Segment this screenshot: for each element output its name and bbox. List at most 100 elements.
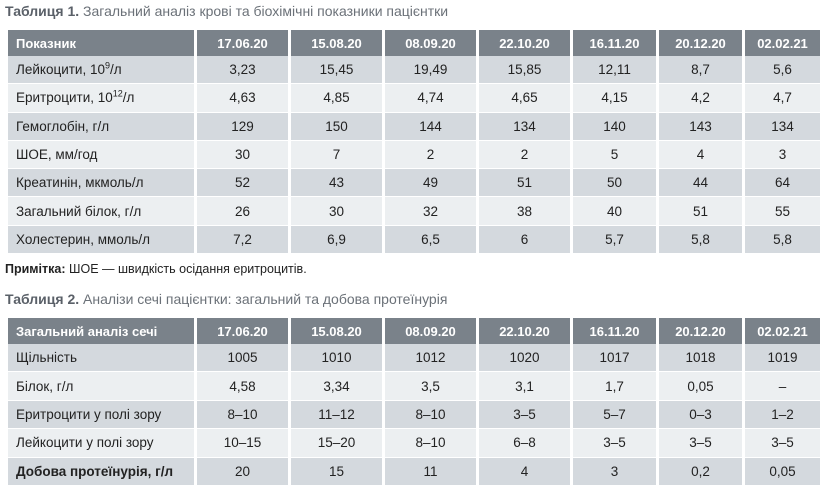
table-cell: 43 bbox=[291, 169, 382, 198]
table-cell: 150 bbox=[291, 112, 382, 141]
row-label: Холестерин, ммоль/л bbox=[8, 225, 194, 255]
table-cell: 0,05 bbox=[745, 457, 820, 486]
table-cell: 129 bbox=[197, 112, 288, 141]
table-cell: 1010 bbox=[291, 344, 382, 373]
table2-header-row: Загальний аналіз сечі 17.06.20 15.08.20 … bbox=[8, 318, 820, 344]
table1-header-cell: 08.09.20 bbox=[385, 30, 476, 56]
table-cell: 4,15 bbox=[573, 84, 656, 113]
table-cell: 2 bbox=[385, 140, 476, 170]
table-cell: 4,63 bbox=[197, 84, 288, 113]
table1-caption-number: Таблиця 1. bbox=[5, 3, 80, 19]
table-cell: 15,45 bbox=[291, 56, 382, 85]
table1-caption: Таблиця 1. Загальний аналіз крові та біо… bbox=[5, 3, 448, 19]
row-label: Лейкоцити, 109/л bbox=[8, 56, 194, 85]
row-label-exponent: 9 bbox=[105, 60, 111, 71]
table-cell: 11–12 bbox=[291, 400, 382, 430]
blood-analysis-table: Показник 17.06.20 15.08.20 08.09.20 22.1… bbox=[5, 30, 822, 255]
table-cell: 6,5 bbox=[385, 225, 476, 255]
table2-header-cell: 08.09.20 bbox=[385, 318, 476, 344]
table-cell: 3,1 bbox=[479, 372, 570, 401]
table-cell: 15 bbox=[291, 457, 382, 486]
table-cell: 4,58 bbox=[197, 372, 288, 401]
table2-header-cell: 22.10.20 bbox=[479, 318, 570, 344]
row-label: ШОЕ, мм/год bbox=[8, 140, 194, 170]
table-cell: 12,11 bbox=[573, 56, 656, 85]
row-label-text: Холестерин, ммоль/л bbox=[16, 231, 151, 247]
row-label: Щільність bbox=[8, 344, 194, 373]
table-cell: 64 bbox=[745, 169, 820, 198]
table1-header-cell: Показник bbox=[8, 30, 194, 56]
table-cell: 4,74 bbox=[385, 84, 476, 113]
table-row: Лейкоцити, 109/л 3,23 15,45 19,49 15,85 12,11… bbox=[8, 56, 820, 85]
table-cell: 6–8 bbox=[479, 429, 570, 458]
row-label: Білок, г/л bbox=[8, 372, 194, 401]
table-row: Щільність 1005 1010 1012 1020 1017 1018 1019 bbox=[8, 344, 820, 373]
table-cell: 1,7 bbox=[573, 372, 656, 401]
table-cell: 30 bbox=[291, 197, 382, 226]
table-cell: 0–3 bbox=[659, 400, 742, 430]
table-cell: 3 bbox=[745, 140, 820, 170]
table-cell: 144 bbox=[385, 112, 476, 141]
table-cell: 20 bbox=[197, 457, 288, 486]
note-text: ШОЕ — швидкість осідання еритроцитів. bbox=[69, 262, 307, 276]
table-row: Еритроцити, 1012/л 4,63 4,85 4,74 4,65 4,15 4,… bbox=[8, 84, 820, 113]
table-cell: 52 bbox=[197, 169, 288, 198]
table-cell: 7,2 bbox=[197, 225, 288, 255]
table2-header-cell: 20.12.20 bbox=[659, 318, 742, 344]
table2-header-cell: 17.06.20 bbox=[197, 318, 288, 344]
table1-header-cell: 20.12.20 bbox=[659, 30, 742, 56]
table-cell: 50 bbox=[573, 169, 656, 198]
table-cell: 15–20 bbox=[291, 429, 382, 458]
table-cell: 4 bbox=[659, 140, 742, 170]
row-label-unit: /л bbox=[110, 62, 122, 78]
table2-header-cell: 15.08.20 bbox=[291, 318, 382, 344]
table2-header-cell: 02.02.21 bbox=[745, 318, 820, 344]
row-label: Еритроцити у полі зору bbox=[8, 400, 194, 430]
row-label: Добова протеїнурія, г/л bbox=[8, 457, 194, 486]
table-cell: 134 bbox=[479, 112, 570, 141]
table-cell: 6,9 bbox=[291, 225, 382, 255]
row-label: Гемоглобін, г/л bbox=[8, 112, 194, 141]
table-cell: 19,49 bbox=[385, 56, 476, 85]
table-cell: 15,85 bbox=[479, 56, 570, 85]
table-cell: 3–5 bbox=[479, 400, 570, 430]
table-cell: 55 bbox=[745, 197, 820, 226]
table-cell: 5,7 bbox=[573, 225, 656, 255]
table-cell: 8–10 bbox=[385, 400, 476, 430]
table-row: Лейкоцити у полі зору 10–15 15–20 8–10 6–8 3–… bbox=[8, 429, 820, 458]
table-cell: 4 bbox=[479, 457, 570, 486]
table-cell: 30 bbox=[197, 140, 288, 170]
table-row: Холестерин, ммоль/л 7,2 6,9 6,5 6 5,7 5,8 5,8 bbox=[8, 225, 820, 255]
row-label: Креатинін, мкмоль/л bbox=[8, 169, 194, 198]
table1-header-cell: 16.11.20 bbox=[573, 30, 656, 56]
row-label: Еритроцити, 1012/л bbox=[8, 84, 194, 113]
urine-analysis-table: Загальний аналіз сечі 17.06.20 15.08.20 … bbox=[5, 318, 822, 486]
table-cell: 7 bbox=[291, 140, 382, 170]
table-row: Загальний білок, г/л 26 30 32 38 40 51 55 bbox=[8, 197, 820, 226]
table-cell: 8,7 bbox=[659, 56, 742, 85]
table2-header-cell: 16.11.20 bbox=[573, 318, 656, 344]
table-cell: 5 bbox=[573, 140, 656, 170]
table-cell: 5–7 bbox=[573, 400, 656, 430]
table-cell: 1005 bbox=[197, 344, 288, 373]
row-label-text: Загальний білок, г/л bbox=[16, 203, 142, 219]
table-cell: 1019 bbox=[745, 344, 820, 373]
table-cell: 3–5 bbox=[745, 429, 820, 458]
table-row: Гемоглобін, г/л 129 150 144 134 140 143 134 bbox=[8, 112, 820, 141]
table1-header-row: Показник 17.06.20 15.08.20 08.09.20 22.1… bbox=[8, 30, 820, 56]
row-label-exponent: 12 bbox=[112, 88, 123, 99]
table-cell: 38 bbox=[479, 197, 570, 226]
table-cell: 8–10 bbox=[197, 400, 288, 430]
table-cell: 32 bbox=[385, 197, 476, 226]
table1-header-cell: 02.02.21 bbox=[745, 30, 820, 56]
table-cell: 1018 bbox=[659, 344, 742, 373]
table-cell: 6 bbox=[479, 225, 570, 255]
table-cell: 0,05 bbox=[659, 372, 742, 401]
table-cell: 26 bbox=[197, 197, 288, 226]
table-row: Креатинін, мкмоль/л 52 43 49 51 50 44 64 bbox=[8, 169, 820, 198]
table-cell: 10–15 bbox=[197, 429, 288, 458]
row-label-text: ШОЕ, мм/год bbox=[16, 147, 98, 163]
table-cell: 134 bbox=[745, 112, 820, 141]
table-row: Добова протеїнурія, г/л 20 15 11 4 3 0,2 0,05 bbox=[8, 457, 820, 486]
table-cell: – bbox=[745, 372, 820, 401]
